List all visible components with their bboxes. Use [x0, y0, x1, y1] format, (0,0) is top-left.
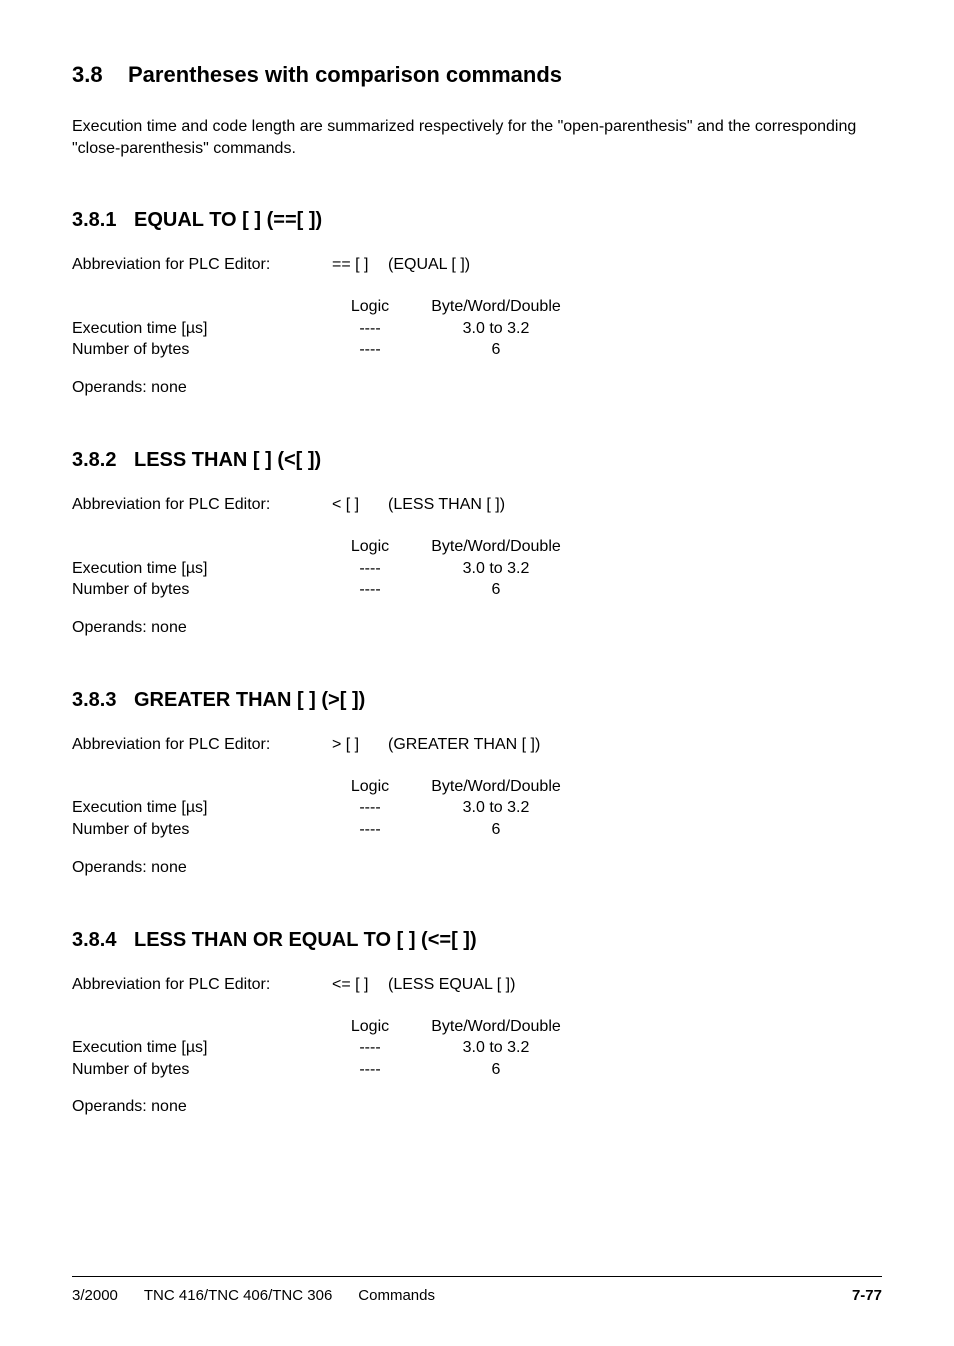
timing-table: LogicByte/Word/DoubleExecution time [µs]… — [72, 536, 882, 601]
table-row-bytes-logic: ---- — [324, 579, 416, 601]
abbreviation-code: == [ ] — [332, 256, 388, 274]
table-header-logic: Logic — [324, 536, 416, 558]
abbreviation-row: Abbreviation for PLC Editor:> [ ](GREATE… — [72, 736, 882, 754]
sub-heading-number: 3.8.3 — [72, 689, 134, 712]
footer-section: Commands — [358, 1287, 852, 1304]
table-row-exec-bwd: 3.0 to 3.2 — [416, 318, 576, 340]
table-row-exec-logic: ---- — [324, 797, 416, 819]
main-heading: 3.8 Parentheses with comparison commands — [72, 62, 882, 88]
table-header: LogicByte/Word/Double — [72, 536, 882, 558]
table-row-bytes: Number of bytes----6 — [72, 819, 882, 841]
page-footer: 3/2000 TNC 416/TNC 406/TNC 306 Commands … — [72, 1276, 882, 1304]
table-row-bytes-label: Number of bytes — [72, 339, 324, 361]
table-row-exec-label: Execution time [µs] — [72, 318, 324, 340]
table-row-bytes-label: Number of bytes — [72, 819, 324, 841]
operands-line: Operands: none — [72, 859, 882, 877]
table-row-exec-bwd: 3.0 to 3.2 — [416, 797, 576, 819]
table-row-bytes-label: Number of bytes — [72, 579, 324, 601]
abbreviation-label: Abbreviation for PLC Editor: — [72, 256, 332, 274]
table-row-bytes-logic: ---- — [324, 1059, 416, 1081]
table-row-exec-bwd: 3.0 to 3.2 — [416, 558, 576, 580]
sub-heading-title: GREATER THAN [ ] (>[ ]) — [134, 689, 365, 712]
table-row-bytes-logic: ---- — [324, 819, 416, 841]
operands-line: Operands: none — [72, 379, 882, 397]
table-row-bytes-bwd: 6 — [416, 1059, 576, 1081]
abbreviation-code: < [ ] — [332, 496, 388, 514]
table-header-bwd: Byte/Word/Double — [416, 296, 576, 318]
main-heading-title: Parentheses with comparison commands — [128, 62, 562, 88]
table-row-bytes: Number of bytes----6 — [72, 1059, 882, 1081]
sub-heading: 3.8.1EQUAL TO [ ] (==[ ]) — [72, 209, 882, 232]
main-heading-number: 3.8 — [72, 62, 128, 88]
sub-heading-number: 3.8.1 — [72, 209, 134, 232]
table-header-bwd: Byte/Word/Double — [416, 1016, 576, 1038]
abbreviation-row: Abbreviation for PLC Editor:< [ ](LESS T… — [72, 496, 882, 514]
timing-table: LogicByte/Word/DoubleExecution time [µs]… — [72, 296, 882, 361]
table-row-bytes: Number of bytes----6 — [72, 579, 882, 601]
table-row-exec-label: Execution time [µs] — [72, 558, 324, 580]
table-row-bytes-bwd: 6 — [416, 339, 576, 361]
table-row-exec: Execution time [µs]----3.0 to 3.2 — [72, 558, 882, 580]
table-row-exec-label: Execution time [µs] — [72, 797, 324, 819]
table-row-exec-label: Execution time [µs] — [72, 1037, 324, 1059]
table-row-exec-logic: ---- — [324, 318, 416, 340]
abbreviation-row: Abbreviation for PLC Editor:== [ ](EQUAL… — [72, 256, 882, 274]
abbreviation-desc: (LESS EQUAL [ ]) — [388, 976, 515, 994]
footer-model: TNC 416/TNC 406/TNC 306 — [144, 1287, 332, 1304]
table-row-bytes-label: Number of bytes — [72, 1059, 324, 1081]
sub-heading: 3.8.2LESS THAN [ ] (<[ ]) — [72, 449, 882, 472]
abbreviation-label: Abbreviation for PLC Editor: — [72, 496, 332, 514]
operands-line: Operands: none — [72, 619, 882, 637]
table-header: LogicByte/Word/Double — [72, 1016, 882, 1038]
table-header-logic: Logic — [324, 1016, 416, 1038]
abbreviation-label: Abbreviation for PLC Editor: — [72, 736, 332, 754]
operands-line: Operands: none — [72, 1098, 882, 1116]
abbreviation-row: Abbreviation for PLC Editor:<= [ ](LESS … — [72, 976, 882, 994]
timing-table: LogicByte/Word/DoubleExecution time [µs]… — [72, 776, 882, 841]
table-row-exec-logic: ---- — [324, 1037, 416, 1059]
table-row-exec-bwd: 3.0 to 3.2 — [416, 1037, 576, 1059]
abbreviation-label: Abbreviation for PLC Editor: — [72, 976, 332, 994]
abbreviation-desc: (LESS THAN [ ]) — [388, 496, 505, 514]
table-row-bytes-bwd: 6 — [416, 579, 576, 601]
table-row-exec-logic: ---- — [324, 558, 416, 580]
section: 3.8.4LESS THAN OR EQUAL TO [ ] (<=[ ]) Ab… — [72, 929, 882, 1117]
abbreviation-desc: (EQUAL [ ]) — [388, 256, 470, 274]
table-row-bytes-logic: ---- — [324, 339, 416, 361]
table-header-bwd: Byte/Word/Double — [416, 776, 576, 798]
sub-heading-title: EQUAL TO [ ] (==[ ]) — [134, 209, 322, 232]
section: 3.8.2LESS THAN [ ] (<[ ]) Abbreviation fo… — [72, 449, 882, 637]
table-row-bytes: Number of bytes----6 — [72, 339, 882, 361]
timing-table: LogicByte/Word/DoubleExecution time [µs]… — [72, 1016, 882, 1081]
footer-date: 3/2000 — [72, 1287, 118, 1304]
table-header-label — [72, 296, 324, 318]
table-header-logic: Logic — [324, 776, 416, 798]
abbreviation-code: > [ ] — [332, 736, 388, 754]
table-header: LogicByte/Word/Double — [72, 296, 882, 318]
table-header-label — [72, 776, 324, 798]
abbreviation-desc: (GREATER THAN [ ]) — [388, 736, 540, 754]
footer-page-number: 7-77 — [852, 1287, 882, 1304]
sub-heading-number: 3.8.4 — [72, 929, 134, 952]
table-header-label — [72, 1016, 324, 1038]
table-header-label — [72, 536, 324, 558]
section: 3.8.1EQUAL TO [ ] (==[ ]) Abbreviation fo… — [72, 209, 882, 397]
table-header-bwd: Byte/Word/Double — [416, 536, 576, 558]
sub-heading-title: LESS THAN [ ] (<[ ]) — [134, 449, 321, 472]
table-row-exec: Execution time [µs]----3.0 to 3.2 — [72, 318, 882, 340]
table-row-exec: Execution time [µs]----3.0 to 3.2 — [72, 1037, 882, 1059]
table-header-logic: Logic — [324, 296, 416, 318]
abbreviation-code: <= [ ] — [332, 976, 388, 994]
intro-paragraph: Execution time and code length are summa… — [72, 116, 882, 159]
sub-heading-number: 3.8.2 — [72, 449, 134, 472]
sub-heading: 3.8.4LESS THAN OR EQUAL TO [ ] (<=[ ]) — [72, 929, 882, 952]
section: 3.8.3GREATER THAN [ ] (>[ ]) Abbreviation… — [72, 689, 882, 877]
sub-heading-title: LESS THAN OR EQUAL TO [ ] (<=[ ]) — [134, 929, 477, 952]
table-header: LogicByte/Word/Double — [72, 776, 882, 798]
table-row-exec: Execution time [µs]----3.0 to 3.2 — [72, 797, 882, 819]
sub-heading: 3.8.3GREATER THAN [ ] (>[ ]) — [72, 689, 882, 712]
table-row-bytes-bwd: 6 — [416, 819, 576, 841]
